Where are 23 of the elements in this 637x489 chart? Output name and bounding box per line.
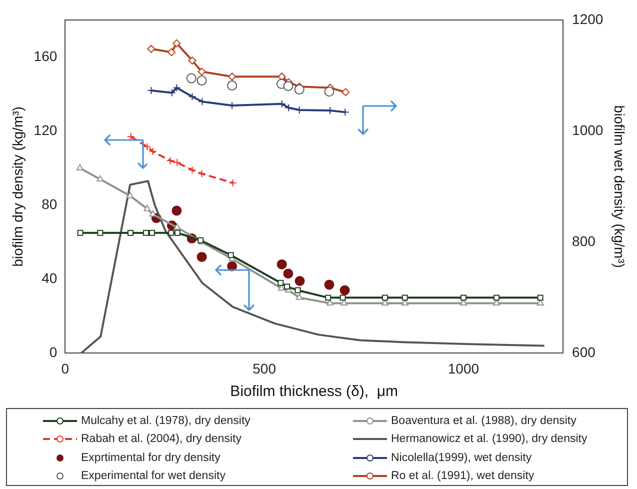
y-tick-label: 160 [34, 48, 58, 64]
y2-axis-title: biofilm wet density (kg/m³) [612, 105, 628, 268]
y2-tick-label: 800 [572, 232, 596, 249]
legend-label: Mulcahy et al. (1978), dry density [81, 415, 250, 427]
x-tick-label: 1000 [448, 360, 480, 376]
legend-label: Rabah et al. (2004), dry density [81, 433, 242, 446]
legend-label: Ro et al. (1991), wet density [391, 470, 534, 482]
y-tick-label: 80 [42, 196, 58, 212]
y-tick-label: 0 [49, 344, 58, 360]
y2-tick-label: 1000 [572, 122, 604, 138]
legend-label: Experimental for wet density [81, 470, 226, 482]
y-axis-title: biofilm dry density (kg/m³) [9, 106, 26, 267]
legend-label: Boaventura et al. (1988), dry density [391, 415, 576, 427]
y2-tick-label: 600 [572, 344, 596, 360]
x-axis-title: Biofilm thickness (δ), μm [230, 383, 398, 400]
x-tick-label: 0 [61, 360, 70, 376]
x-tick-label: 500 [252, 360, 276, 376]
y-tick-label: 120 [34, 122, 58, 138]
legend-label: Exprtimental for dry density [81, 452, 220, 464]
y2-tick-label: 1200 [572, 10, 604, 27]
legend-label: Nicolella(1999), wet density [391, 452, 532, 464]
legend-label: Hermanowicz et al. (1990), dry density [391, 433, 588, 446]
y-tick-label: 40 [42, 270, 58, 286]
